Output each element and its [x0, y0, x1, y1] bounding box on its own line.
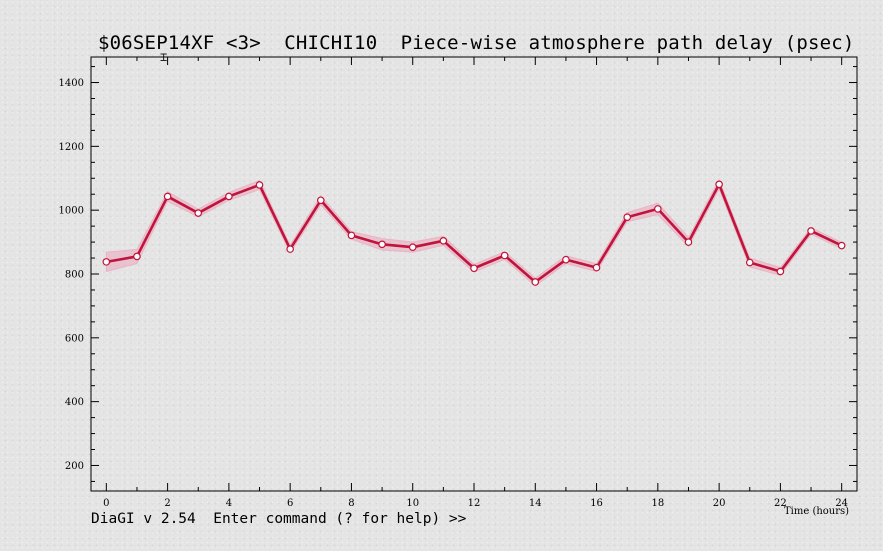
y-tick-label: 1400 [59, 78, 84, 89]
data-point [745, 258, 754, 267]
data-point [102, 258, 111, 266]
data-point [715, 180, 723, 189]
plot-frame [90, 56, 858, 492]
x-axis-label: Time (hours) [784, 506, 849, 517]
x-tick-label: 12 [468, 498, 481, 509]
data-point [807, 227, 815, 235]
data-point [133, 252, 141, 261]
data-point [255, 181, 264, 189]
data-point [347, 231, 356, 240]
x-tick-label: 24 [835, 498, 848, 509]
axis-ticks: 0 2 4 6 8 10 12 14 16 18 20 22 242004006008001000120… [59, 57, 857, 509]
data-point [684, 238, 693, 246]
data-point [378, 240, 386, 249]
data-point [225, 192, 233, 201]
y-tick-label: 1000 [59, 206, 84, 217]
y-tick-label: 1200 [59, 142, 84, 153]
x-tick-label: 6 [287, 498, 293, 509]
data-point [654, 205, 662, 213]
y-tick-label: 200 [65, 461, 84, 472]
data-point [316, 196, 325, 205]
x-tick-label: 10 [406, 498, 419, 509]
command-prompt[interactable]: DiaGI v 2.54 Enter command (? for help) … [91, 511, 467, 527]
data-point [439, 237, 448, 245]
x-tick-label: 0 [103, 498, 109, 509]
data-point [776, 267, 785, 276]
x-tick-label: 16 [590, 498, 603, 509]
data-point [562, 255, 570, 264]
data-point [286, 245, 294, 253]
data-point [194, 209, 203, 217]
data-point [500, 251, 509, 260]
data-point [470, 264, 478, 273]
data-points [102, 180, 846, 286]
data-point [408, 243, 417, 251]
data-point [623, 213, 632, 221]
y-tick-label: 400 [65, 397, 84, 408]
x-tick-label: 2 [164, 498, 170, 509]
x-tick-label: 4 [226, 498, 232, 509]
x-tick-label: 20 [713, 498, 726, 509]
plot-title: $06SEP14XF <3> CHICHI10 Piece-wise atmos… [98, 32, 855, 54]
y-tick-label: 800 [65, 270, 84, 281]
x-tick-label: 22 [774, 498, 787, 509]
x-tick-label: 8 [348, 498, 354, 509]
x-tick-label: 14 [529, 498, 542, 509]
data-point [592, 263, 601, 272]
y-tick-label: 600 [65, 333, 84, 344]
data-point [531, 278, 540, 286]
data-point [837, 241, 846, 250]
data-point [163, 192, 172, 201]
x-tick-label: 18 [651, 498, 664, 509]
